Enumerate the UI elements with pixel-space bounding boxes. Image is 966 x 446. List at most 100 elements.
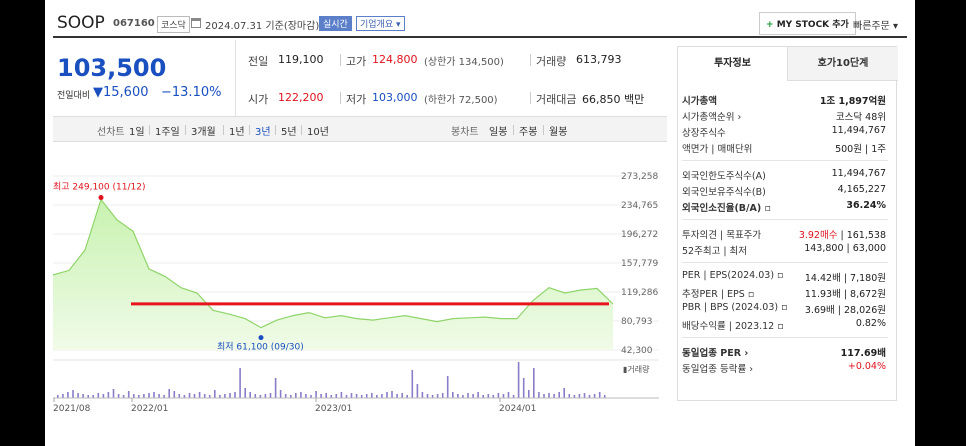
low-label: 저가 — [346, 93, 367, 106]
tab-5y[interactable]: 5년 — [281, 127, 297, 138]
info-value: 117.69배 — [841, 345, 886, 359]
volume-bar — [122, 395, 125, 398]
volume-bar — [522, 378, 525, 398]
volume-bar — [330, 395, 333, 398]
volume-bar — [507, 392, 510, 398]
volume-bar — [371, 393, 373, 398]
plus-icon: + — [766, 20, 777, 30]
info-value: 4,165,227 — [838, 184, 886, 195]
tab-weekly[interactable]: 주봉 — [519, 127, 538, 138]
section-divider — [682, 160, 888, 161]
volume-bar — [138, 395, 140, 398]
price-block: 103,500 전일대비 ▼15,600 −13.10% — [53, 40, 235, 116]
y-tick-label: 273,258 — [621, 172, 658, 182]
volume-bar — [452, 392, 454, 398]
info-key: PBR | BPS (2024.03) ▫ — [682, 302, 788, 313]
volume-bar — [340, 392, 343, 398]
stock-frame: SOOP 067160 코스닥 2024.07.31 기준(장마감) 실시간 기… — [45, 0, 915, 446]
volume-bar — [345, 395, 348, 398]
x-tick-label: 2023/01 — [315, 404, 352, 412]
volume-bar — [598, 392, 601, 398]
info-row[interactable]: 시가총액순위 › 코스닥 48위 — [678, 107, 898, 123]
info-row[interactable]: 동일업종 등락률 › +0.04% — [678, 359, 898, 375]
info-key: 시가총액순위 › — [682, 112, 742, 123]
calendar-icon — [191, 18, 201, 28]
tab-1y[interactable]: 1년 — [229, 127, 245, 138]
tab-3y[interactable]: 3년 — [255, 127, 271, 138]
volume-bar — [97, 393, 100, 398]
volume-bar — [163, 395, 165, 398]
volume-bar — [148, 393, 150, 398]
info-row[interactable]: 동일업종 PER › 117.69배 — [678, 343, 898, 359]
volume-bar — [396, 394, 398, 398]
tab-3m[interactable]: 3개월 — [191, 127, 216, 138]
stock-header: SOOP 067160 코스닥 2024.07.31 기준(장마감) 실시간 기… — [53, 8, 907, 38]
info-key: PER | EPS(2024.03) ▫ — [682, 270, 784, 281]
info-key: 투자의견 | 목표주가 — [682, 230, 762, 241]
volume-bar — [325, 393, 327, 398]
mystock-add-button[interactable]: + MY STOCK 추가 — [759, 12, 856, 35]
volume-bar — [335, 394, 338, 398]
volume-bar — [517, 362, 520, 398]
volume-bar — [406, 395, 408, 398]
volume-bar — [188, 393, 191, 398]
change-value: ▼15,600 — [93, 85, 149, 100]
info-value: 11,494,767 — [832, 168, 886, 179]
volume-bar — [441, 393, 444, 398]
y-tick-label: 157,779 — [621, 259, 658, 269]
volume-bar — [512, 395, 515, 398]
info-value-text: 14.42배 | 7,180원 — [804, 273, 886, 284]
volume-bar — [77, 393, 79, 398]
volume-bar — [117, 394, 120, 398]
volume-bar — [411, 370, 414, 398]
volume-bar — [578, 394, 581, 398]
stock-code: 067160 — [113, 18, 155, 29]
info-value-highlight: +0.04% — [847, 361, 886, 372]
tab-10y[interactable]: 10년 — [307, 127, 329, 138]
min-annotation: 최저 61,100 (09/30) — [217, 342, 304, 353]
info-value: 1조 1,897억원 — [820, 93, 886, 107]
info-value-text: 11,494,767 — [831, 125, 886, 136]
tab-monthly[interactable]: 월봉 — [549, 127, 568, 138]
realtime-button[interactable]: 실시간 — [319, 16, 352, 31]
tab-daily[interactable]: 일봉 — [489, 127, 508, 138]
info-key: 상장주식수 — [682, 128, 726, 139]
info-row: 외국인보유주식수(B) 4,165,227 — [678, 182, 898, 198]
x-tick-label: 2024/01 — [499, 404, 536, 412]
quick-order-button[interactable]: 빠른주문 ▾ — [853, 21, 898, 32]
volume-bar — [497, 393, 500, 398]
volume-bar — [543, 394, 545, 398]
volume-bar — [588, 395, 591, 398]
info-value-text: 500원 | 1주 — [835, 144, 886, 155]
mystock-label: MY STOCK 추가 — [776, 20, 849, 30]
volume-bar — [436, 394, 439, 398]
volume-bar — [482, 395, 484, 398]
volume-bar — [92, 395, 94, 398]
volume-bar — [421, 392, 424, 398]
company-info-dropdown[interactable]: 기업개요 ▾ — [356, 16, 405, 31]
info-value: 11.93배 | 8,672원 — [805, 286, 886, 300]
volume-bar — [391, 391, 393, 398]
volume-label: ▮거래량 — [623, 364, 650, 374]
volume-bar — [305, 394, 307, 398]
volume-bar — [416, 384, 419, 398]
volume-bar — [269, 393, 272, 398]
info-value: 코스닥 48위 — [836, 109, 886, 123]
volume-bar — [477, 392, 479, 398]
info-value-text: 117.69배 — [840, 348, 886, 359]
info-row: PER | EPS(2024.03) ▫ 14.42배 | 7,180원 — [678, 268, 898, 284]
volume-bar — [457, 394, 459, 398]
info-row: 외국인한도주식수(A) 11,494,767 — [678, 166, 898, 182]
current-price: 103,500 — [57, 54, 167, 82]
tab-1w[interactable]: 1주일 — [155, 127, 180, 138]
prev-value: 119,100 — [278, 53, 324, 66]
x-tick-label: 2022/01 — [131, 404, 168, 412]
volume-bar — [87, 395, 89, 398]
tab-invest-info[interactable]: 투자정보 — [678, 47, 788, 81]
info-value: 36.24% — [846, 200, 886, 211]
tab-orderbook[interactable]: 호가10단계 — [788, 47, 898, 81]
price-summary: 전일 119,100 고가 124,800 (상한가 134,500) 거래량 … — [235, 40, 667, 116]
volume-bar — [143, 394, 145, 398]
amount-value: 66,850 백만 — [582, 93, 645, 106]
tab-1d[interactable]: 1일 — [129, 127, 145, 138]
